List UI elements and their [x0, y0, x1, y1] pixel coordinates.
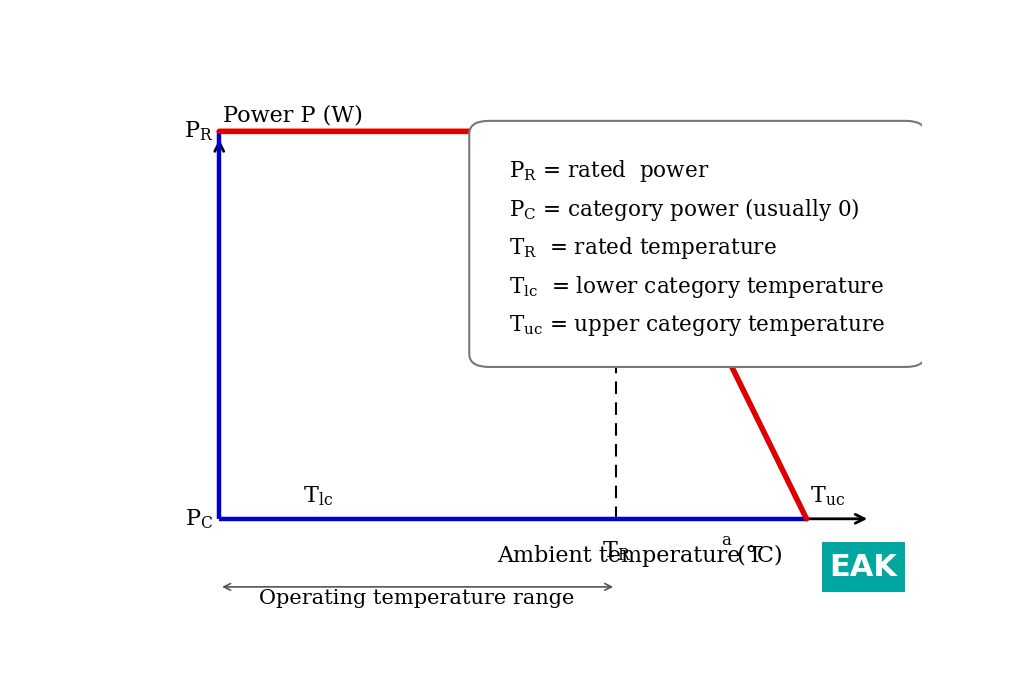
Text: Operating temperature range: Operating temperature range — [259, 590, 574, 609]
Text: (°C): (°C) — [729, 545, 782, 567]
Text: EAK: EAK — [829, 553, 897, 581]
Text: T$_{\mathregular{uc}}$: T$_{\mathregular{uc}}$ — [811, 485, 846, 509]
Text: Ambient temperature T: Ambient temperature T — [497, 545, 763, 567]
Text: T$_{\mathregular{lc}}$: T$_{\mathregular{lc}}$ — [303, 485, 333, 509]
Text: P$_{\mathregular{C}}$: P$_{\mathregular{C}}$ — [184, 507, 213, 530]
Text: P$_{\mathregular{C}}$ = category power (usually 0): P$_{\mathregular{C}}$ = category power (… — [509, 197, 859, 223]
Text: a: a — [722, 532, 731, 549]
Text: T$_{\mathregular{R}}$: T$_{\mathregular{R}}$ — [601, 540, 631, 563]
Text: Power P (W): Power P (W) — [223, 104, 364, 126]
Text: P$_{\mathregular{R}}$ = rated  power: P$_{\mathregular{R}}$ = rated power — [509, 158, 710, 184]
Text: T$_{\mathregular{R}}$  = rated temperature: T$_{\mathregular{R}}$ = rated temperatur… — [509, 235, 777, 261]
FancyBboxPatch shape — [469, 121, 926, 367]
FancyBboxPatch shape — [821, 543, 905, 592]
Text: T$_{\mathregular{uc}}$ = upper category temperature: T$_{\mathregular{uc}}$ = upper category … — [509, 313, 885, 337]
Text: T$_{\mathregular{lc}}$  = lower category temperature: T$_{\mathregular{lc}}$ = lower category … — [509, 274, 884, 300]
Text: P$_{\mathregular{R}}$: P$_{\mathregular{R}}$ — [183, 120, 213, 143]
